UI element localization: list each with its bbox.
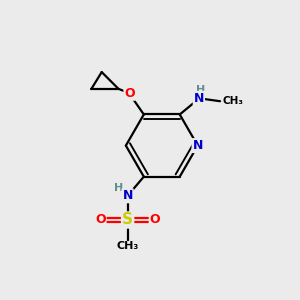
Text: S: S <box>122 212 133 227</box>
Text: O: O <box>124 87 135 100</box>
Text: O: O <box>150 214 160 226</box>
Text: H: H <box>196 85 205 95</box>
Text: N: N <box>193 139 203 152</box>
Text: CH₃: CH₃ <box>116 242 139 251</box>
Text: N: N <box>122 189 133 202</box>
Text: N: N <box>194 92 204 105</box>
Text: CH₃: CH₃ <box>222 96 243 106</box>
Text: H: H <box>114 184 123 194</box>
Text: O: O <box>95 214 106 226</box>
